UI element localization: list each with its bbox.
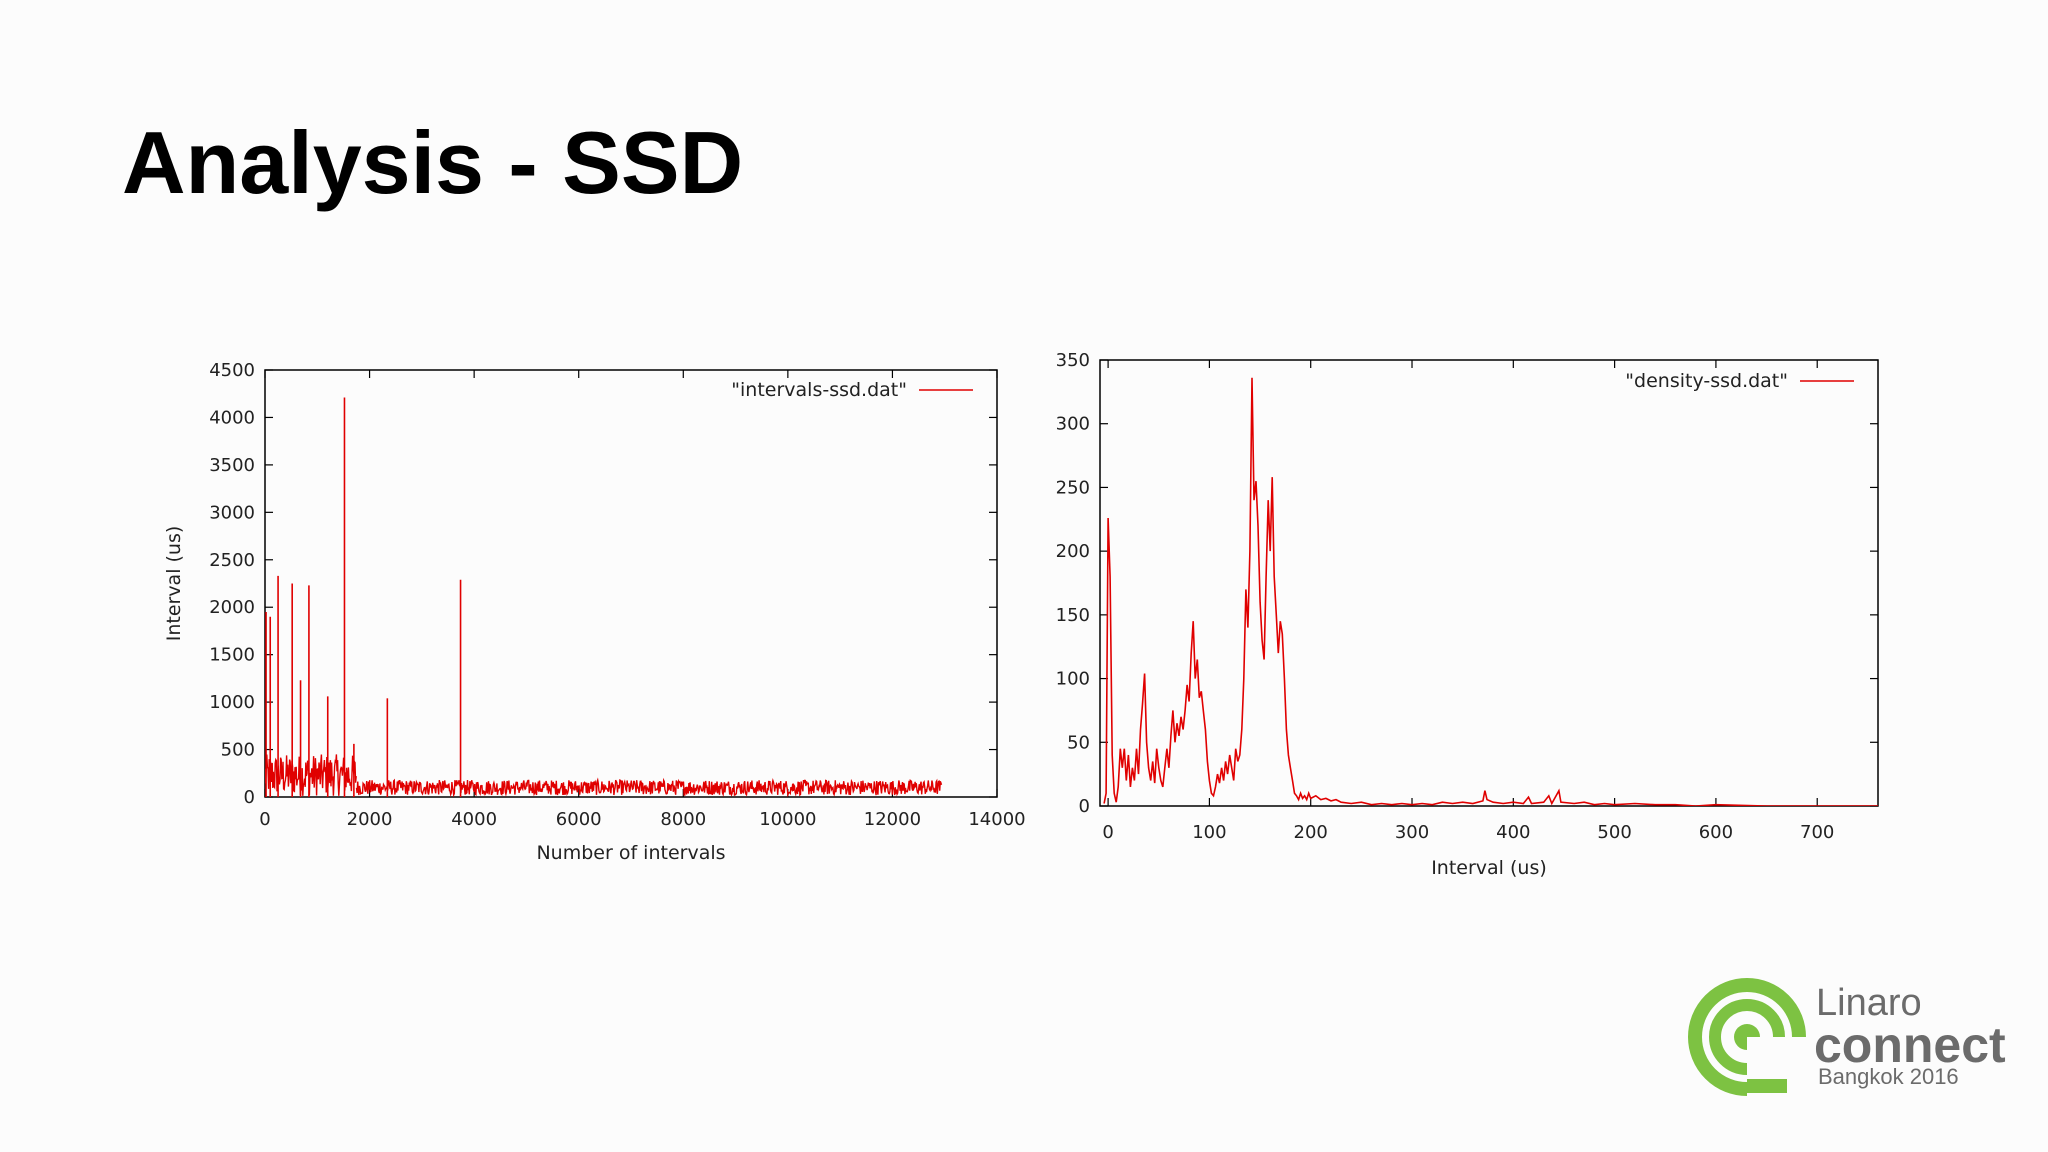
- legend-label: "density-ssd.dat": [1625, 370, 1788, 392]
- x-tick-label: 0: [259, 809, 270, 830]
- y-tick-label: 500: [221, 740, 255, 761]
- logo-product: connect: [1814, 1017, 2006, 1073]
- x-tick-label: 4000: [451, 809, 497, 830]
- x-tick-label: 700: [1800, 822, 1834, 843]
- x-tick-label: 2000: [347, 809, 393, 830]
- series-noise-band-1: [355, 777, 943, 797]
- y-tick-label: 4000: [209, 407, 255, 428]
- plot-frame: [1099, 359, 1879, 807]
- y-tick-label: 2000: [209, 597, 255, 618]
- y-tick-label: 3000: [209, 502, 255, 523]
- y-tick-label: 2500: [209, 550, 255, 571]
- slide-title: Analysis - SSD: [122, 113, 744, 212]
- y-tick-label: 200: [1056, 541, 1090, 562]
- x-tick-label: 600: [1699, 822, 1733, 843]
- y-tick-label: 100: [1056, 669, 1090, 690]
- y-tick-label: 4500: [209, 360, 255, 381]
- x-tick-label: 6000: [556, 809, 602, 830]
- y-tick-label: 50: [1067, 732, 1090, 753]
- x-tick-label: 12000: [864, 809, 921, 830]
- linaro-logo-icon: [1688, 978, 1809, 1099]
- y-tick-label: 300: [1056, 414, 1090, 435]
- x-tick-label: 400: [1496, 822, 1530, 843]
- x-tick-label: 500: [1597, 822, 1631, 843]
- y-tick-label: 250: [1056, 477, 1090, 498]
- x-tick-label: 8000: [660, 809, 706, 830]
- x-tick-label: 300: [1395, 822, 1429, 843]
- y-axis-label: Interval (us): [163, 526, 185, 642]
- y-tick-label: 1000: [209, 692, 255, 713]
- series-1: [1103, 377, 1878, 806]
- x-tick-label: 200: [1294, 822, 1328, 843]
- y-tick-label: 350: [1056, 350, 1090, 371]
- x-axis-label: Number of intervals: [536, 842, 725, 864]
- y-tick-label: 1500: [209, 645, 255, 666]
- series-line: [1103, 377, 1878, 806]
- y-tick-label: 0: [244, 787, 255, 808]
- x-tick-label: 14000: [968, 809, 1025, 830]
- plot-frame: [264, 369, 998, 798]
- legend-label: "intervals-ssd.dat": [731, 379, 907, 401]
- x-tick-label: 100: [1192, 822, 1226, 843]
- x-axis-label: Interval (us): [1431, 857, 1547, 879]
- intervals-chart: 0 2000 4000 6000 8000 10000 12000 14000 0 500 1000…: [163, 360, 1026, 864]
- logo-brand: Linaro: [1816, 982, 1922, 1024]
- y-tick-label: 0: [1079, 796, 1090, 817]
- series-0: [265, 397, 943, 797]
- x-tick-label: 0: [1102, 822, 1113, 843]
- y-tick-label: 150: [1056, 605, 1090, 626]
- x-tick-label: 10000: [759, 809, 816, 830]
- logo-event: Bangkok 2016: [1818, 1064, 1959, 1089]
- y-tick-label: 3500: [209, 455, 255, 476]
- series-noise-band-0: [265, 754, 357, 796]
- linaro-ring-icon: [1688, 978, 1809, 1099]
- density-chart: 0 100 200 300 400 500 600 700 0 50 100 150 200 250 300…: [1056, 350, 1879, 879]
